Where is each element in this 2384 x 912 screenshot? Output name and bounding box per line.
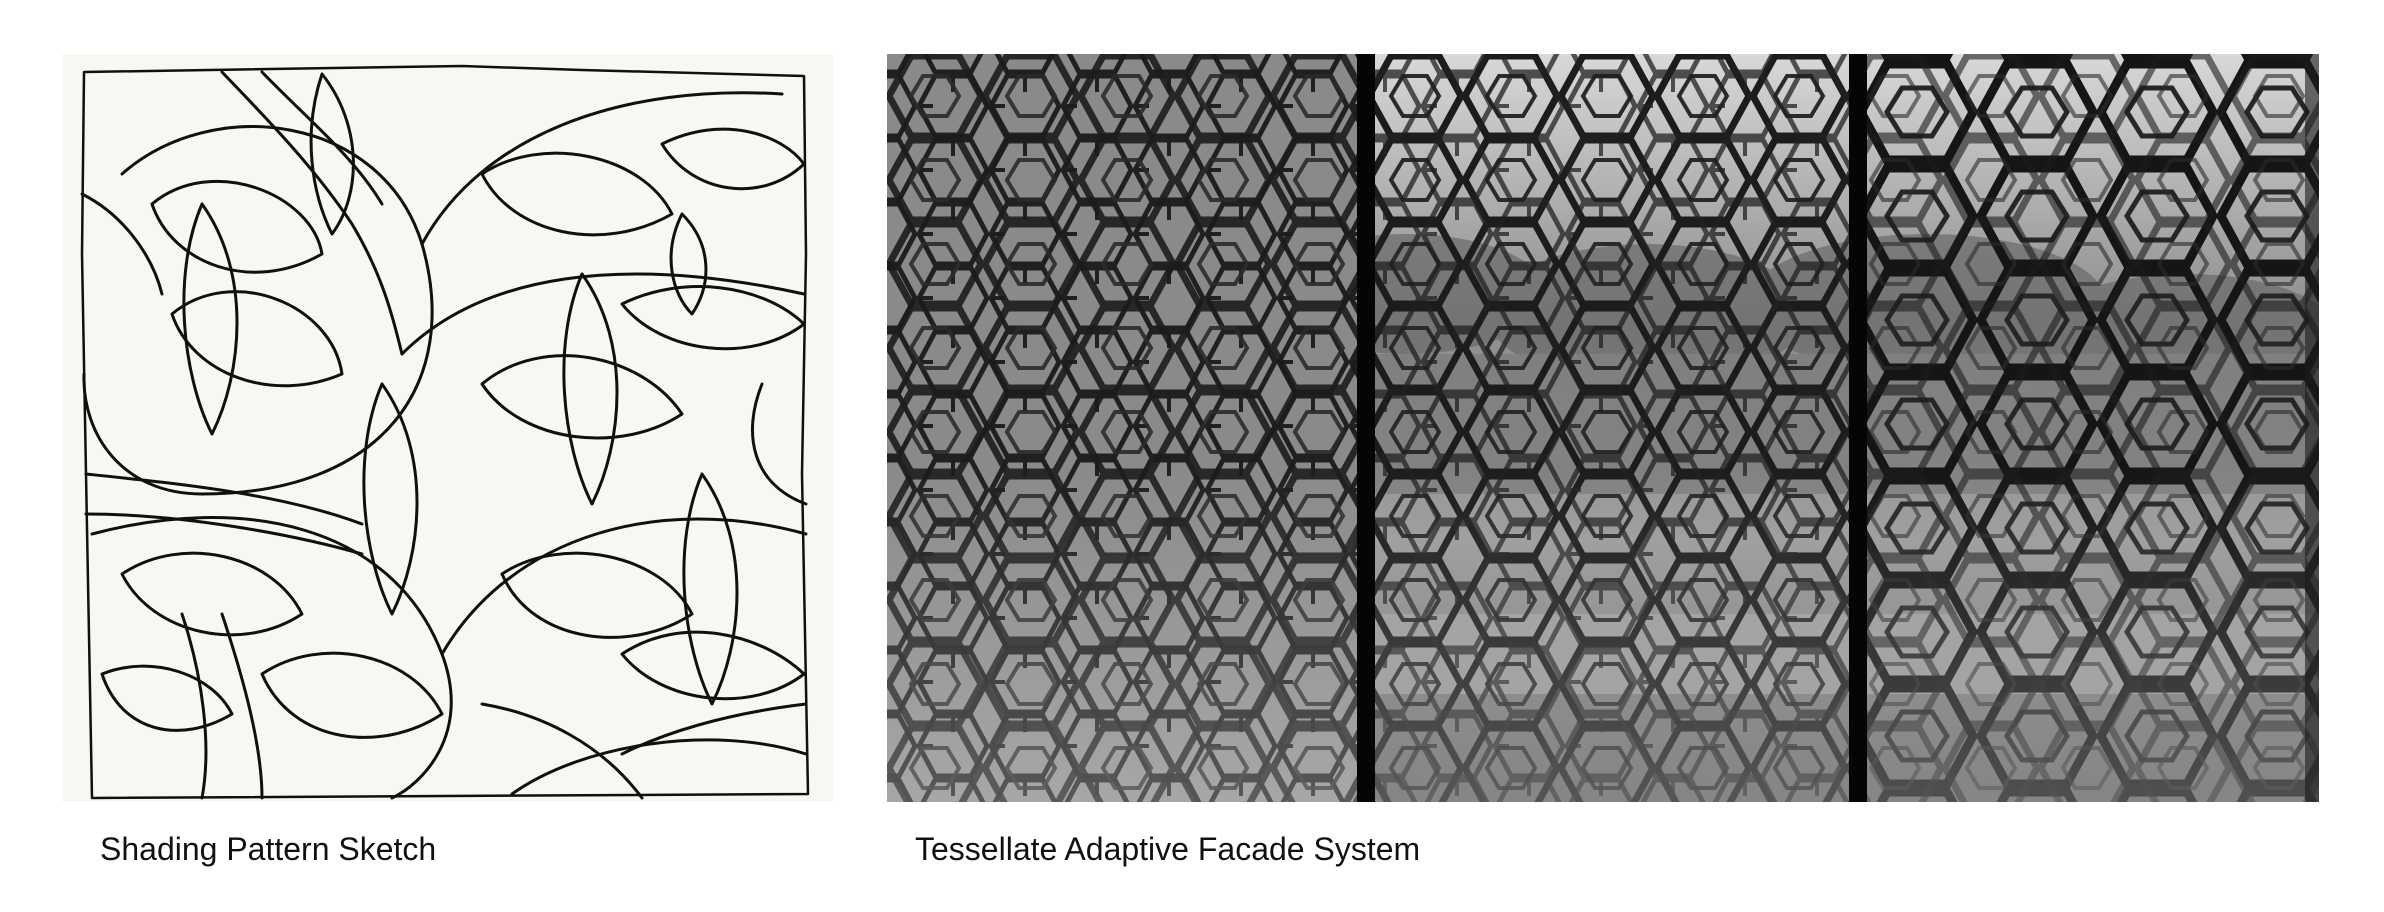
tessellate-facade-photo [887, 54, 2319, 802]
facade-caption: Tessellate Adaptive Facade System [915, 831, 1421, 867]
sketch-caption: Shading Pattern Sketch [100, 831, 437, 867]
facade-photo-drawing [887, 54, 2319, 802]
shading-pattern-sketch-image [62, 54, 833, 802]
sketch-drawing [62, 54, 833, 802]
